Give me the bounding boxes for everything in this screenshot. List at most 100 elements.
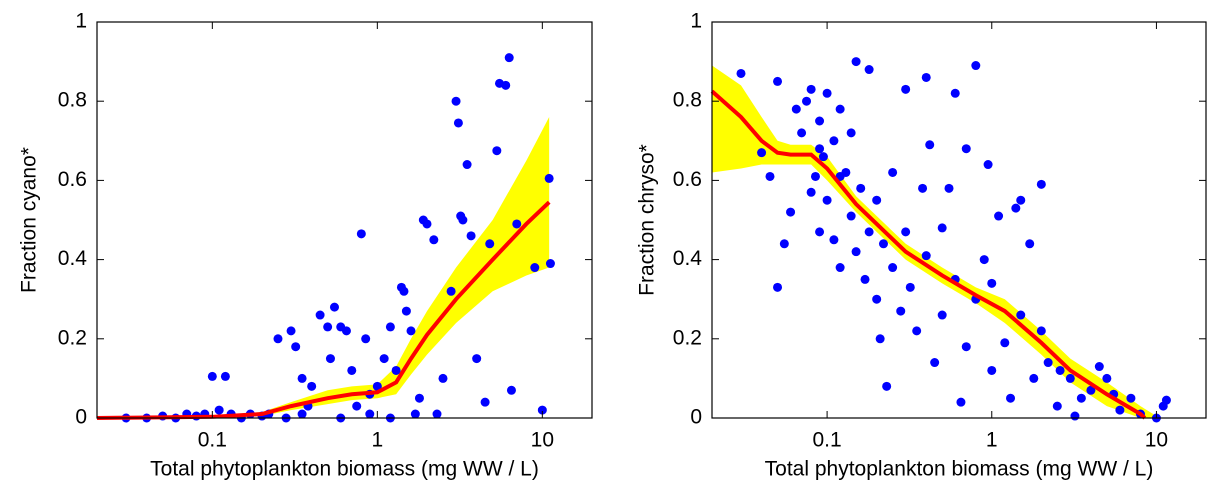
data-point (950, 88, 960, 98)
data-point (372, 381, 382, 391)
data-point (485, 239, 495, 249)
data-point (1016, 310, 1026, 320)
smooth-line (96, 200, 551, 420)
data-point (822, 195, 832, 205)
data-point (291, 342, 301, 352)
data-point (1126, 393, 1136, 403)
data-point (961, 342, 971, 352)
data-point (872, 294, 882, 304)
data-point (872, 195, 882, 205)
data-point (875, 334, 885, 344)
data-point (537, 405, 547, 415)
x-axis-label: Total phytoplankton biomass (mg WW / L) (765, 458, 1154, 481)
data-point (937, 223, 947, 233)
data-point (983, 160, 993, 170)
data-point (307, 381, 317, 391)
data-point (773, 282, 783, 292)
data-point (451, 96, 461, 106)
data-point (315, 310, 325, 320)
data-point (1011, 203, 1021, 213)
data-point (361, 334, 371, 344)
confidence-band (97, 117, 550, 418)
data-point (410, 409, 420, 419)
data-point (901, 227, 911, 237)
data-point (347, 365, 357, 375)
x-tick-label: 0.1 (198, 429, 227, 452)
plot-frame (711, 21, 1207, 419)
data-point (438, 373, 448, 383)
x-tick-label: 1 (986, 429, 998, 452)
data-point (414, 393, 424, 403)
y-axis-label: Fraction cyano* (18, 147, 41, 293)
data-point (220, 371, 230, 381)
y-tick-label: 0.8 (58, 89, 87, 112)
data-point (325, 354, 335, 364)
plot-frame (96, 21, 593, 419)
data-point (765, 171, 775, 181)
data-point (925, 140, 935, 150)
data-point (918, 183, 928, 193)
data-point (806, 187, 816, 197)
data-point (806, 84, 816, 94)
data-point (1025, 239, 1035, 249)
data-point (544, 173, 554, 183)
data-point (797, 128, 807, 138)
y-tick-label: 0.2 (58, 326, 87, 349)
data-point (815, 144, 825, 154)
data-point (921, 72, 931, 82)
data-point (1036, 326, 1046, 336)
data-point (773, 76, 783, 86)
data-point (987, 278, 997, 288)
data-point (422, 219, 432, 229)
data-point (815, 227, 825, 237)
data-point (1161, 395, 1171, 405)
data-point (391, 365, 401, 375)
data-point (815, 116, 825, 126)
data-point (341, 326, 351, 336)
data-point (882, 381, 892, 391)
data-point (921, 251, 931, 261)
data-point (480, 397, 490, 407)
data-point (1094, 362, 1104, 372)
data-point (1102, 373, 1112, 383)
data-point (356, 229, 366, 239)
data-point (901, 84, 911, 94)
data-point (956, 397, 966, 407)
data-point (888, 263, 898, 273)
data-point (466, 231, 476, 241)
data-point (1052, 401, 1062, 411)
data-point (961, 144, 971, 154)
data-point (453, 118, 463, 128)
data-point (1055, 365, 1065, 375)
x-axis-label: Total phytoplankton biomass (mg WW / L) (150, 458, 539, 481)
data-point (399, 286, 409, 296)
data-point (802, 96, 812, 106)
data-point (329, 302, 339, 312)
data-point (1006, 393, 1016, 403)
data-point (864, 227, 874, 237)
data-point (401, 306, 411, 316)
data-point (429, 235, 439, 245)
data-point (406, 326, 416, 336)
data-point (352, 401, 362, 411)
data-point (896, 306, 906, 316)
data-point (835, 263, 845, 273)
data-point (379, 354, 389, 364)
data-point (297, 373, 307, 383)
data-point (930, 358, 940, 368)
data-point (462, 160, 472, 170)
data-point (937, 310, 947, 320)
data-point (851, 57, 861, 67)
data-point (818, 152, 828, 162)
data-point (860, 274, 870, 284)
data-point (856, 183, 866, 193)
data-point (1036, 179, 1046, 189)
data-point (1000, 338, 1010, 348)
y-tick-label: 0.6 (673, 168, 702, 191)
data-point (458, 215, 468, 225)
data-point (979, 255, 989, 265)
y-tick-label: 0.4 (673, 247, 703, 270)
data-point (846, 128, 856, 138)
data-point (835, 104, 845, 114)
data-point (912, 326, 922, 336)
